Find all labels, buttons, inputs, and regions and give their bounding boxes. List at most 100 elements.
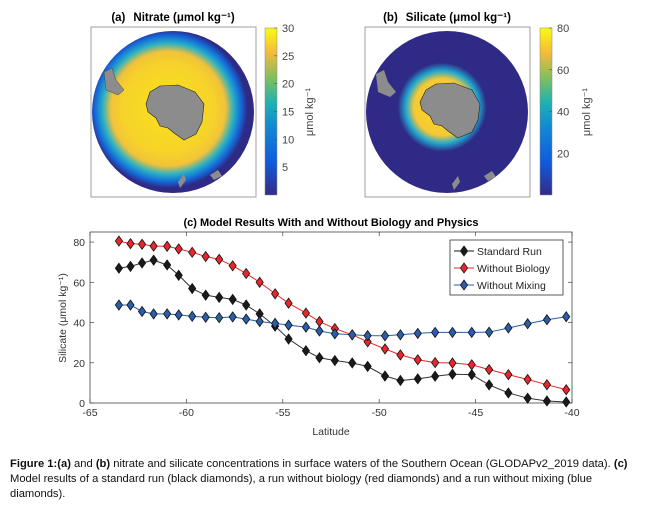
data-point — [188, 282, 197, 295]
caption-a: (a) — [57, 458, 71, 470]
data-point — [431, 326, 440, 339]
data-point — [504, 368, 513, 381]
x-tick-label: -40 — [564, 407, 579, 419]
data-point — [242, 313, 251, 325]
data-point — [201, 289, 210, 301]
colorbar-a-label: μmol kg⁻¹ — [304, 88, 316, 137]
data-point — [301, 307, 311, 319]
data-point — [413, 354, 422, 366]
data-point — [348, 357, 357, 369]
caption-text: nitrate and silicate concentrations in s… — [110, 458, 614, 470]
colorbar-tick-label: 5 — [282, 162, 288, 174]
legend-label: Standard Run — [477, 246, 542, 258]
data-point — [330, 354, 339, 367]
data-point — [348, 329, 357, 341]
data-point — [114, 235, 124, 247]
australia-land — [210, 170, 222, 180]
data-point — [448, 357, 457, 369]
data-point — [523, 392, 532, 404]
data-point — [523, 373, 532, 386]
legend-marker — [459, 245, 469, 257]
data-point — [126, 237, 135, 250]
data-point — [174, 269, 183, 281]
data-point — [431, 356, 440, 369]
data-point — [242, 299, 251, 311]
panel-a-title: (a) Nitrate (μmol kg⁻¹) — [111, 12, 235, 24]
data-point — [188, 246, 197, 259]
legend-label: Without Biology — [477, 263, 551, 275]
data-point — [114, 299, 124, 311]
data-point — [562, 384, 571, 396]
data-point — [562, 311, 571, 323]
legend-item: Standard Run — [454, 245, 542, 258]
data-point — [270, 288, 280, 300]
data-point — [284, 297, 293, 309]
data-point — [380, 370, 390, 382]
colorbar-tick-label: 40 — [557, 107, 569, 119]
colorbar-b-label: μmol kg⁻¹ — [581, 88, 593, 137]
legend-marker — [459, 279, 469, 291]
data-point — [284, 319, 293, 331]
panel-b-silicate-map: (b) Silicate (μmol kg⁻¹) 80 60 40 20 μmol kg… — [364, 12, 593, 198]
south-america-land — [376, 70, 396, 97]
new-zealand-land — [178, 174, 186, 188]
panel-a-nitrate-map: (a) Nitrate (μmol kg⁻¹) 30 25 20 15 10 5 μmol … — [90, 12, 316, 198]
data-point — [413, 327, 422, 340]
colorbar-tick-label: 30 — [282, 23, 294, 35]
x-tick-label: -65 — [82, 407, 97, 419]
data-point — [485, 363, 494, 376]
data-point — [215, 291, 224, 304]
panel-c-chart: (c) Model Results With and Without Biolo… — [57, 217, 580, 438]
data-point — [301, 345, 311, 357]
data-point — [315, 352, 324, 364]
data-point — [315, 325, 324, 337]
data-point — [542, 379, 552, 391]
data-point — [396, 349, 405, 361]
data-point — [163, 240, 172, 252]
data-point — [188, 310, 197, 322]
data-point — [363, 360, 372, 373]
data-point — [301, 321, 311, 333]
figure: (a) Nitrate (μmol kg⁻¹) 30 25 20 15 10 5 μmol … — [57, 12, 593, 438]
y-axis-label: Silicate (μmol kg⁻¹) — [57, 273, 69, 363]
antarctica-land — [419, 82, 481, 139]
data-point — [163, 308, 172, 320]
data-point — [504, 322, 513, 334]
data-point — [174, 309, 183, 321]
data-point — [149, 308, 158, 320]
data-point — [542, 395, 552, 407]
legend-item: Without Mixing — [454, 279, 546, 292]
data-point — [137, 238, 147, 250]
colorbar-tick-label: 20 — [282, 79, 294, 91]
data-point — [330, 328, 339, 340]
panel-b-title: (b) Silicate (μmol kg⁻¹) — [383, 12, 511, 24]
data-point — [431, 370, 440, 382]
series-without-biology — [114, 235, 571, 396]
data-point — [485, 326, 494, 338]
x-tick-label: -45 — [468, 407, 483, 419]
data-point — [228, 311, 237, 323]
figure-caption: Figure 1:(a) and (b) nitrate and silicat… — [10, 457, 650, 502]
x-tick-label: -55 — [275, 407, 290, 419]
data-point — [523, 318, 532, 330]
data-point — [380, 330, 390, 342]
data-point — [467, 368, 476, 381]
legend-label: Without Mixing — [477, 280, 546, 292]
data-point — [562, 396, 571, 408]
australia-land — [484, 171, 496, 181]
y-tick-label: 80 — [73, 237, 85, 249]
colorbar-tick-label: 80 — [557, 23, 569, 35]
new-zealand-land — [452, 176, 460, 190]
data-point — [114, 262, 124, 274]
caption-text: and — [70, 458, 96, 470]
colorbar-tick-label: 10 — [282, 134, 294, 146]
x-axis-label: Latitude — [312, 426, 350, 438]
data-point — [363, 329, 372, 342]
antarctica-land — [145, 84, 205, 141]
data-point — [413, 373, 422, 385]
colorbar-tick-label: 15 — [282, 107, 294, 119]
data-point — [396, 374, 405, 387]
caption-b: (b) — [95, 458, 111, 470]
legend-item: Without Biology — [454, 262, 551, 275]
data-point — [126, 260, 135, 273]
